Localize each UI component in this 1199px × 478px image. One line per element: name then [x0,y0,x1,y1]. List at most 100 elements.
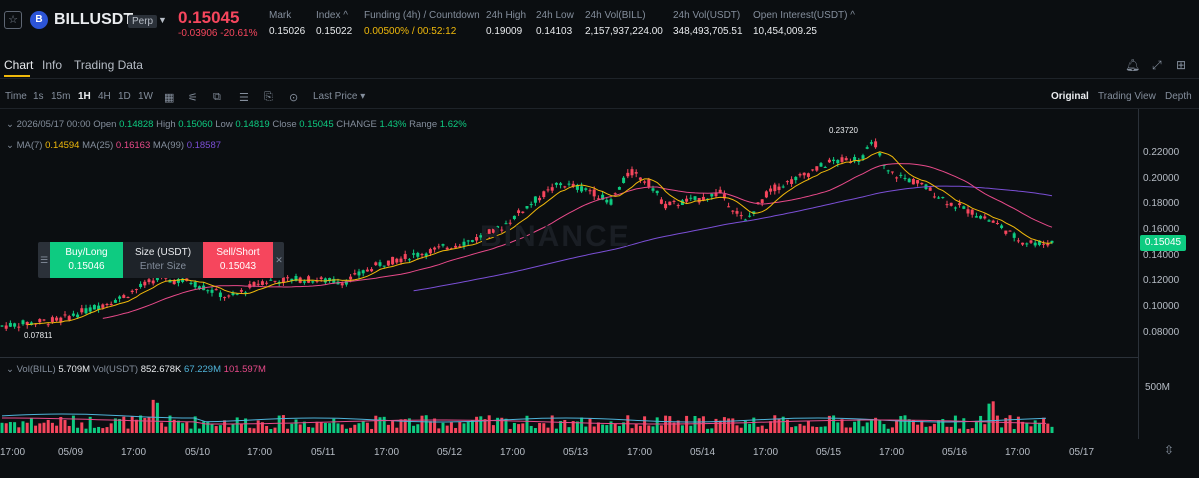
candle-body [361,270,365,274]
close-icon[interactable]: ✕ [275,255,283,265]
candle-body [260,281,264,285]
volume-bar [647,425,651,433]
tab-info[interactable]: Info [42,58,63,72]
volume-bar [378,417,382,433]
volume-bar [206,422,210,433]
volume-bar [160,422,164,433]
candle-body [126,297,130,299]
tab-chart[interactable]: Chart [4,58,34,72]
calendar-icon[interactable]: ▦ [164,92,175,104]
favorite-star-icon[interactable]: ☆ [4,11,22,29]
candle-body [622,177,626,183]
candle-body [584,188,588,190]
volume-bar [651,426,655,433]
settings-icon[interactable]: ☰ [239,92,249,104]
volume-bar [987,403,991,433]
view-depth[interactable]: Depth [1165,91,1192,102]
interval-1d[interactable]: 1D [118,91,131,102]
symbol-dropdown-caret-icon[interactable]: ▼ [158,15,167,25]
volume-bar [550,415,554,433]
interval-4h[interactable]: 4H [98,91,111,102]
volume-legend: ⌄ Vol(BILL) 5.709M Vol(USDT) 852.678K 67… [6,364,266,375]
candle-body [176,279,180,283]
candle-body [420,254,424,256]
interval-1s[interactable]: 1s [33,91,44,102]
volume-bar [1008,415,1012,433]
interval-1w[interactable]: 1W [138,91,153,102]
candle-body [869,142,873,144]
sell-short-button[interactable]: Sell/Short 0.15043 [203,242,273,278]
candle-body [659,199,663,204]
volume-bar [491,425,495,433]
candle-body [680,200,684,205]
view-original[interactable]: Original [1051,91,1089,102]
price-type-dropdown[interactable]: Last Price ▾ [313,91,366,102]
candle-body [794,176,798,181]
stat-open-interest[interactable]: Open Interest(USDT) ^ 10,454,009.25 [753,10,855,37]
compare-icon[interactable]: ⧉ [213,91,221,103]
volume-bar [752,417,756,433]
volume-bar [857,419,861,433]
interval-15m[interactable]: 15m [51,91,71,102]
volume-bar [882,424,886,433]
volume-bar [886,428,890,433]
candle-body [580,186,584,192]
volume-bar [8,422,12,433]
candle-body [874,141,878,148]
bell-icon[interactable]: 🔔︎ [1125,58,1141,72]
volume-bar [1012,428,1016,433]
symbol-name[interactable]: BILLUSDT [54,11,134,28]
candle-body [941,197,945,199]
candle-body [113,300,117,303]
volume-bar [454,428,458,433]
volume-bar [344,428,348,433]
volume-bar [475,416,479,433]
expand-icon[interactable]: ⤢ [1152,58,1162,72]
volume-bar [210,423,214,433]
candle-body [798,174,802,176]
collapse-caret-icon[interactable]: ⌄ [6,364,14,375]
volume-bar [546,427,550,433]
candle-body [487,229,491,237]
volume-bar [214,426,218,433]
interval-time[interactable]: Time [5,91,27,102]
candle-body [714,192,718,197]
interval-1h[interactable]: 1H [78,91,91,102]
volume-bar [563,420,567,433]
stat-funding: Funding (4h) / Countdown 0.00500% / 00:5… [364,10,480,37]
volume-bar [802,425,806,433]
volume-bar [718,420,722,433]
candle-body [437,246,441,248]
volume-bar [533,428,537,433]
volume-bar [580,417,584,433]
collapse-caret-icon[interactable]: ⌄ [6,140,14,151]
candle-body [1037,240,1041,245]
candle-body [370,269,374,272]
price-axis-tick: 0.20000 [1143,173,1180,184]
buy-long-button[interactable]: Buy/Long 0.15046 [50,242,123,278]
candle-body [945,204,949,206]
candle-body [521,211,525,213]
volume-bar [714,418,718,433]
fit-content-icon[interactable]: ⇳ [1164,443,1175,457]
grid-layout-icon[interactable]: ⊞ [1176,58,1187,72]
candle-body [525,206,529,209]
screenshot-icon[interactable]: ⊙ [289,92,299,104]
order-size-input[interactable]: Size (USDT) Enter Size [123,242,203,278]
candle-body [193,281,197,288]
volume-bar [895,419,899,433]
candle-body [601,194,605,200]
drag-handle-icon[interactable]: ☰ [39,255,49,265]
template-icon[interactable]: ⎘ [264,91,273,103]
tab-trading-data[interactable]: Trading Data [74,58,143,72]
candlestick-chart[interactable] [0,109,1138,449]
stat-index[interactable]: Index ^ 0.15022 [316,10,353,37]
indicators-icon[interactable]: ⚟ [188,92,198,104]
candle-body [130,290,134,293]
collapse-caret-icon[interactable]: ⌄ [6,119,14,130]
view-trading-view[interactable]: Trading View [1098,91,1156,102]
volume-bar [197,428,201,433]
candle-body [424,253,428,256]
volume-bar [567,427,571,433]
stat-mark: Mark 0.15026 [269,10,306,37]
